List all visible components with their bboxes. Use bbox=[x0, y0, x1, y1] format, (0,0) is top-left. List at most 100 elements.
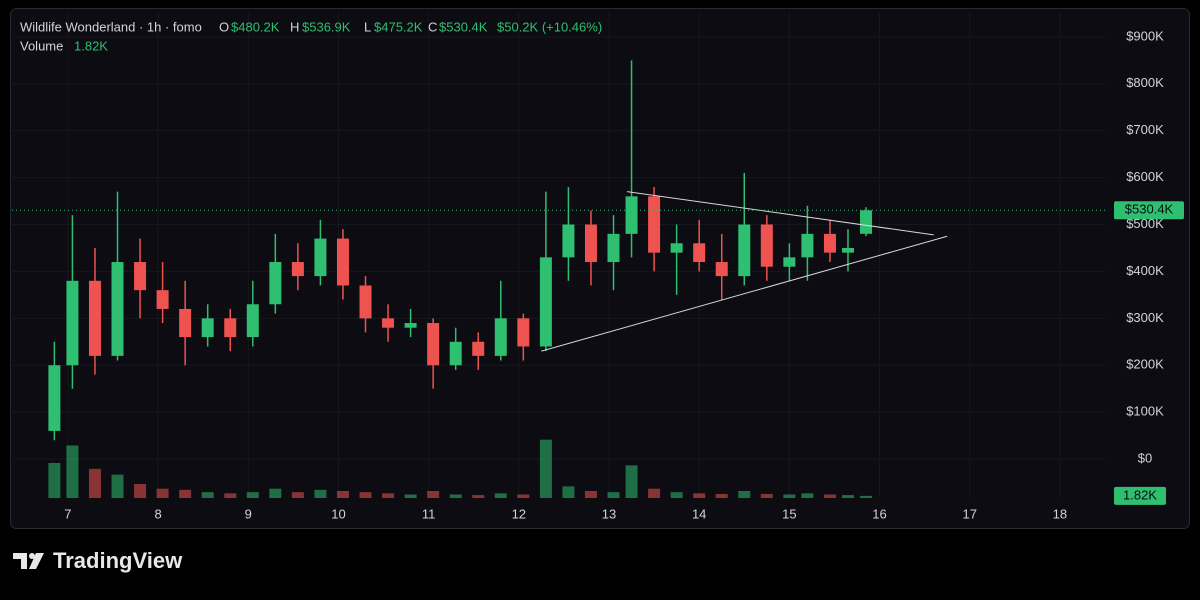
volume-bar bbox=[156, 488, 169, 498]
volume-bar bbox=[738, 491, 751, 498]
volume-bar bbox=[224, 493, 237, 498]
volume-bar bbox=[314, 489, 327, 498]
candle-body bbox=[562, 224, 575, 258]
x-tick-label: 7 bbox=[64, 506, 71, 521]
x-tick-label: 15 bbox=[782, 506, 796, 521]
x-tick-label: 9 bbox=[245, 506, 252, 521]
candle-body bbox=[670, 243, 683, 253]
volume-bar bbox=[494, 493, 507, 498]
candle-body bbox=[88, 280, 101, 356]
y-tick-label: $200K bbox=[1126, 357, 1164, 372]
volume-bar bbox=[715, 493, 728, 498]
high-value: $536.9K bbox=[302, 19, 351, 34]
volume-bar bbox=[404, 494, 417, 498]
volume-bar bbox=[823, 494, 836, 498]
volume-bar bbox=[134, 484, 147, 498]
candle-body bbox=[156, 290, 169, 309]
trendline bbox=[541, 235, 948, 352]
volume-bar bbox=[607, 492, 620, 498]
volume-bar bbox=[517, 494, 530, 498]
x-tick-label: 18 bbox=[1053, 506, 1067, 521]
volume-bar bbox=[693, 493, 706, 498]
candle-body bbox=[336, 238, 349, 286]
plot-area bbox=[12, 12, 1105, 498]
candle-body bbox=[783, 257, 796, 267]
volume-bar bbox=[427, 491, 440, 498]
candle-body bbox=[269, 262, 282, 305]
volume-value: 1.82K bbox=[74, 38, 108, 53]
chart-panel bbox=[10, 8, 1190, 529]
open-value: $480.2K bbox=[231, 19, 280, 34]
candle-body bbox=[111, 262, 124, 356]
x-tick-label: 16 bbox=[872, 506, 886, 521]
candle-body bbox=[517, 318, 530, 347]
volume-bar bbox=[246, 492, 259, 498]
volume-bar bbox=[841, 495, 854, 498]
trendline bbox=[626, 191, 934, 236]
volume-bar bbox=[625, 465, 638, 498]
candle-body bbox=[584, 224, 597, 263]
x-tick-label: 8 bbox=[154, 506, 161, 521]
candle-body bbox=[134, 262, 147, 291]
volume-bar bbox=[111, 474, 124, 498]
last-volume-tag bbox=[1114, 486, 1166, 505]
candle-body bbox=[224, 318, 237, 338]
candle-body bbox=[494, 318, 507, 356]
high-label: H bbox=[290, 19, 299, 34]
last-price-label: $530.4K bbox=[1125, 202, 1174, 217]
x-tick-label: 10 bbox=[331, 506, 345, 521]
volume-bar bbox=[88, 468, 101, 498]
volume-bar bbox=[179, 489, 192, 498]
candle-body bbox=[404, 323, 417, 328]
y-tick-label: $300K bbox=[1126, 310, 1164, 325]
candle-body bbox=[648, 196, 661, 253]
brand-name: TradingView bbox=[53, 548, 183, 573]
volume-bar bbox=[449, 494, 462, 498]
volume-bar bbox=[860, 495, 873, 498]
x-tick-label: 11 bbox=[422, 506, 436, 521]
candle-body bbox=[607, 233, 620, 263]
candle-body bbox=[314, 238, 327, 277]
candle-body bbox=[841, 247, 854, 253]
x-tick-label: 13 bbox=[602, 506, 616, 521]
candle-body bbox=[359, 285, 372, 319]
volume-bar bbox=[584, 491, 597, 498]
x-tick-label: 17 bbox=[962, 506, 976, 521]
candle-body bbox=[823, 233, 836, 253]
candle-body bbox=[760, 224, 773, 267]
candle-body bbox=[179, 308, 192, 338]
candle-body bbox=[48, 365, 61, 431]
candle-body bbox=[382, 318, 395, 328]
volume-bar bbox=[382, 493, 395, 498]
volume-bar bbox=[269, 488, 282, 498]
volume-bar bbox=[66, 445, 79, 498]
brand-logo bbox=[13, 553, 44, 569]
last-volume-label: 1.82K bbox=[1123, 487, 1157, 502]
volume-bar bbox=[359, 492, 372, 498]
volume-bar bbox=[801, 493, 814, 498]
y-tick-label: $100K bbox=[1126, 404, 1164, 419]
candle-body bbox=[625, 196, 638, 234]
candle-body bbox=[201, 318, 214, 338]
candle-body bbox=[246, 304, 259, 338]
volume-label: Volume bbox=[20, 38, 63, 53]
low-value: $475.2K bbox=[374, 19, 423, 34]
y-tick-label: $400K bbox=[1126, 263, 1164, 278]
y-tick-label: $600K bbox=[1126, 169, 1164, 184]
volume-bar bbox=[48, 463, 61, 498]
candle-body bbox=[449, 341, 462, 366]
low-label: L bbox=[364, 19, 371, 34]
candle-body bbox=[715, 262, 728, 277]
symbol-title: Wildlife Wonderland · 1h · fomo bbox=[20, 19, 202, 34]
volume-bar bbox=[760, 493, 773, 498]
volume-bar bbox=[291, 492, 304, 498]
volume-bar bbox=[201, 492, 214, 498]
volume-bar bbox=[670, 492, 683, 498]
volume-bar bbox=[562, 486, 575, 498]
close-value: $530.4K bbox=[439, 19, 488, 34]
last-price-tag bbox=[1114, 201, 1184, 220]
candle-body bbox=[66, 280, 79, 366]
candle-body bbox=[860, 210, 873, 234]
